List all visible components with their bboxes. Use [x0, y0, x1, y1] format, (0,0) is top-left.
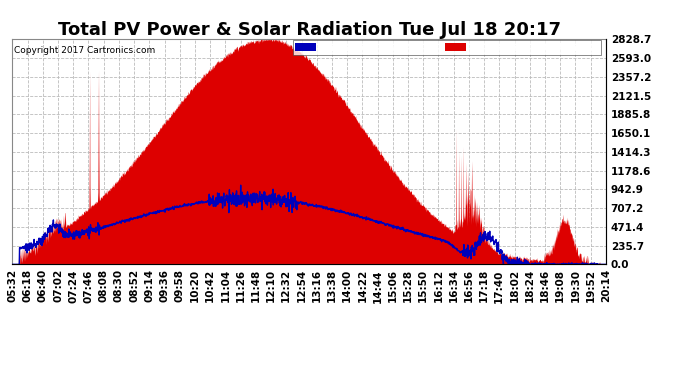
Text: Copyright 2017 Cartronics.com: Copyright 2017 Cartronics.com	[14, 46, 155, 55]
Title: Total PV Power & Solar Radiation Tue Jul 18 20:17: Total PV Power & Solar Radiation Tue Jul…	[58, 21, 560, 39]
Legend: Radiation  (w/m2), PV Panels  (DC Watts): Radiation (w/m2), PV Panels (DC Watts)	[293, 40, 600, 55]
